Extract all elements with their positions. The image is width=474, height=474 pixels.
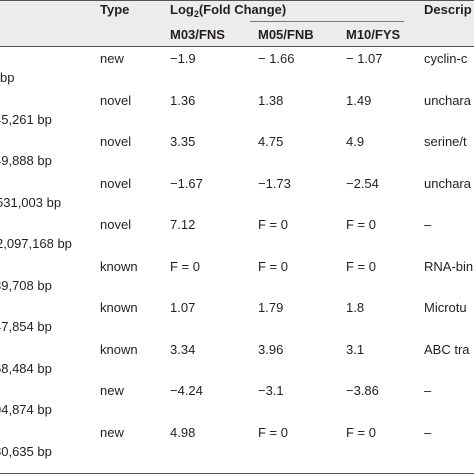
row-description: ABC tra <box>424 341 470 357</box>
row-m10-fys: F = 0 <box>346 217 376 232</box>
row-location: 2,097,168 bp <box>0 236 72 251</box>
row-m05-fnb: F = 0 <box>258 217 288 232</box>
row-m05-fnb: 1.38 <box>258 92 284 108</box>
row-type: novel <box>100 217 132 232</box>
row-m05-fnb: −3.1 <box>258 383 284 398</box>
row-location: 531,003 bp <box>0 194 62 210</box>
row-m10-fys: F = 0 <box>346 424 376 440</box>
header-m10-fys: M10/FYS <box>346 27 401 42</box>
row-description: unchara <box>424 92 471 108</box>
row-description: RNA-bin <box>424 258 474 274</box>
row-type: novel <box>100 92 132 108</box>
header-band <box>0 0 474 46</box>
row-m10-fys: 4.9 <box>346 134 365 149</box>
row-description: Microtu <box>424 300 467 315</box>
row-location: 80,635 bp <box>0 443 52 459</box>
row-description: – <box>424 383 432 398</box>
row-m05-fnb: F = 0 <box>258 258 288 274</box>
row-m05-fnb: 3.96 <box>258 341 284 357</box>
header-m03-fns: M03/FNS <box>170 27 225 42</box>
log2-group-rule <box>250 21 404 22</box>
row-type: novel <box>100 134 132 149</box>
row-m10-fys: −2.54 <box>346 175 379 191</box>
row-m03-fns: −4.24 <box>170 383 203 398</box>
row-m03-fns: −1.67 <box>170 175 203 191</box>
header-type: Type <box>100 2 130 17</box>
row-type: new <box>100 383 124 398</box>
row-type: known <box>100 258 138 274</box>
header-log2-fold-change: Log2(Fold Change) <box>170 2 287 19</box>
header-rule <box>0 46 474 47</box>
row-m10-fys: − 1.07 <box>346 51 383 66</box>
row-location: 94,874 bp <box>0 402 52 417</box>
row-type: known <box>100 341 138 357</box>
row-m05-fnb: − 1.66 <box>258 51 295 66</box>
row-m03-fns: 3.34 <box>170 341 196 357</box>
row-m10-fys: 3.1 <box>346 341 365 357</box>
row-m05-fnb: 4.75 <box>258 134 284 149</box>
row-location: bp <box>0 70 15 85</box>
row-m03-fns: −1.9 <box>170 51 196 66</box>
row-location: 49,888 bp <box>0 153 52 168</box>
row-description: cyclin-c <box>424 51 468 66</box>
row-m05-fnb: 1.79 <box>258 300 284 315</box>
row-location: 47,854 bp <box>0 319 52 334</box>
row-m10-fys: −3.86 <box>346 383 379 398</box>
row-m10-fys: F = 0 <box>346 258 376 274</box>
row-m03-fns: 3.35 <box>170 134 196 149</box>
row-location: 68,484 bp <box>0 360 52 376</box>
row-location: 39,708 bp <box>0 277 52 293</box>
row-description: – <box>424 217 432 232</box>
top-rule <box>0 0 474 1</box>
row-m03-fns: 1.36 <box>170 92 196 108</box>
row-type: novel <box>100 175 132 191</box>
row-description: unchara <box>424 175 471 191</box>
row-description: – <box>424 424 432 440</box>
row-m03-fns: 7.12 <box>170 217 196 232</box>
row-m03-fns: F = 0 <box>170 258 200 274</box>
row-location: 45,261 bp <box>0 111 52 127</box>
header-m05-fnb: M05/FNB <box>258 27 314 42</box>
row-m05-fnb: F = 0 <box>258 424 288 440</box>
row-type: known <box>100 300 138 315</box>
row-type: new <box>100 51 124 66</box>
row-m03-fns: 1.07 <box>170 300 196 315</box>
row-m10-fys: 1.8 <box>346 300 365 315</box>
header-description: Descrip <box>424 2 472 17</box>
row-type: new <box>100 424 124 440</box>
row-m10-fys: 1.49 <box>346 92 372 108</box>
row-m03-fns: 4.98 <box>170 424 196 440</box>
row-description: serine/t <box>424 134 467 149</box>
row-m05-fnb: −1.73 <box>258 175 291 191</box>
